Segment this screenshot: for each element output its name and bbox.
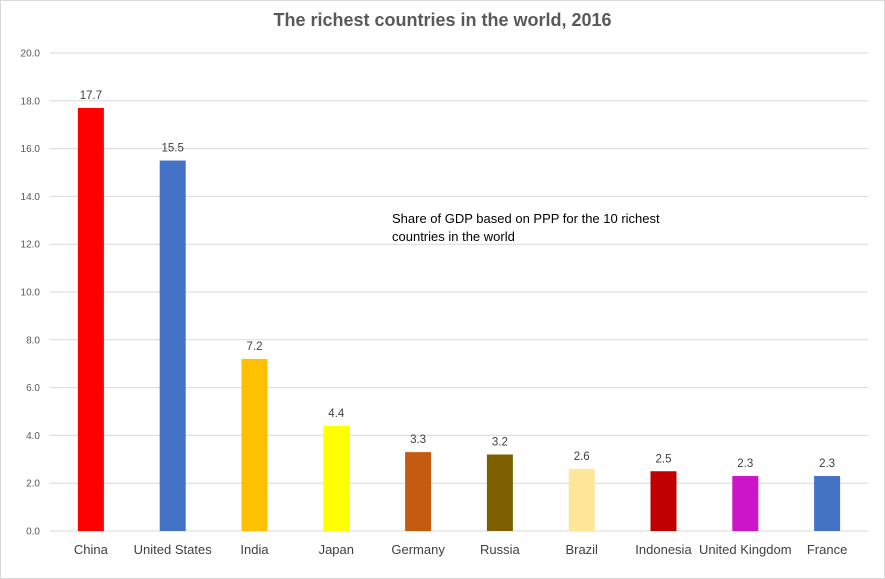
bar-brazil bbox=[568, 468, 595, 531]
data-label: 17.7 bbox=[80, 90, 102, 102]
y-tick-label: 18.0 bbox=[21, 96, 41, 107]
x-category-label: United States bbox=[134, 542, 213, 557]
data-label: 2.3 bbox=[737, 458, 753, 470]
x-category-label: United Kingdom bbox=[699, 542, 792, 557]
y-tick-label: 0.0 bbox=[26, 527, 40, 538]
x-category-label: Indonesia bbox=[635, 542, 692, 557]
data-label: 7.2 bbox=[247, 341, 263, 353]
bar-united-states bbox=[159, 160, 186, 532]
y-axis-ticks: 0.0 2.0 4.0 6.0 8.0 10.0 12.0 14.0 16.0 18.0 20.0 bbox=[21, 49, 41, 538]
data-labels: 17.7 15.5 7.2 4.4 3.3 3.2 2.6 2.5 2.3 2.3 bbox=[80, 90, 835, 470]
bar-russia bbox=[486, 454, 513, 531]
bars bbox=[77, 107, 841, 532]
y-tick-label: 2.0 bbox=[26, 479, 40, 490]
bar-germany bbox=[405, 452, 432, 531]
x-category-label: Germany bbox=[391, 542, 445, 557]
bar-japan bbox=[323, 425, 350, 531]
x-category-label: China bbox=[74, 542, 109, 557]
data-label: 2.5 bbox=[656, 453, 672, 465]
x-category-label: France bbox=[807, 542, 847, 557]
x-category-label: India bbox=[240, 542, 269, 557]
y-tick-label: 16.0 bbox=[21, 144, 41, 155]
y-tick-label: 12.0 bbox=[21, 240, 41, 251]
x-category-label: Brazil bbox=[565, 542, 598, 557]
y-tick-label: 6.0 bbox=[26, 383, 40, 394]
chart-annotation: Share of GDP based on PPP for the 10 ric… bbox=[392, 211, 660, 244]
data-label: 2.3 bbox=[819, 458, 835, 470]
y-tick-label: 4.0 bbox=[26, 431, 40, 442]
data-label: 2.6 bbox=[574, 451, 590, 463]
data-label: 4.4 bbox=[328, 408, 345, 420]
data-label: 3.2 bbox=[492, 437, 508, 449]
data-label: 15.5 bbox=[162, 143, 184, 155]
y-tick-label: 10.0 bbox=[21, 288, 41, 299]
bar-china bbox=[77, 107, 104, 531]
y-tick-label: 14.0 bbox=[21, 192, 41, 203]
bar-india bbox=[241, 358, 268, 531]
data-label: 3.3 bbox=[410, 434, 426, 446]
bar-indonesia bbox=[650, 471, 677, 531]
y-tick-label: 8.0 bbox=[26, 335, 40, 346]
x-category-label: Russia bbox=[480, 542, 521, 557]
chart-title: The richest countries in the world, 2016 bbox=[273, 10, 612, 30]
bar-united-kingdom bbox=[732, 476, 759, 531]
x-axis-categories: China United States India Japan Germany Russi… bbox=[74, 542, 847, 557]
x-category-label: Japan bbox=[319, 542, 354, 557]
bar-france bbox=[814, 476, 841, 531]
gridlines bbox=[50, 52, 868, 532]
y-tick-label: 20.0 bbox=[21, 49, 41, 60]
